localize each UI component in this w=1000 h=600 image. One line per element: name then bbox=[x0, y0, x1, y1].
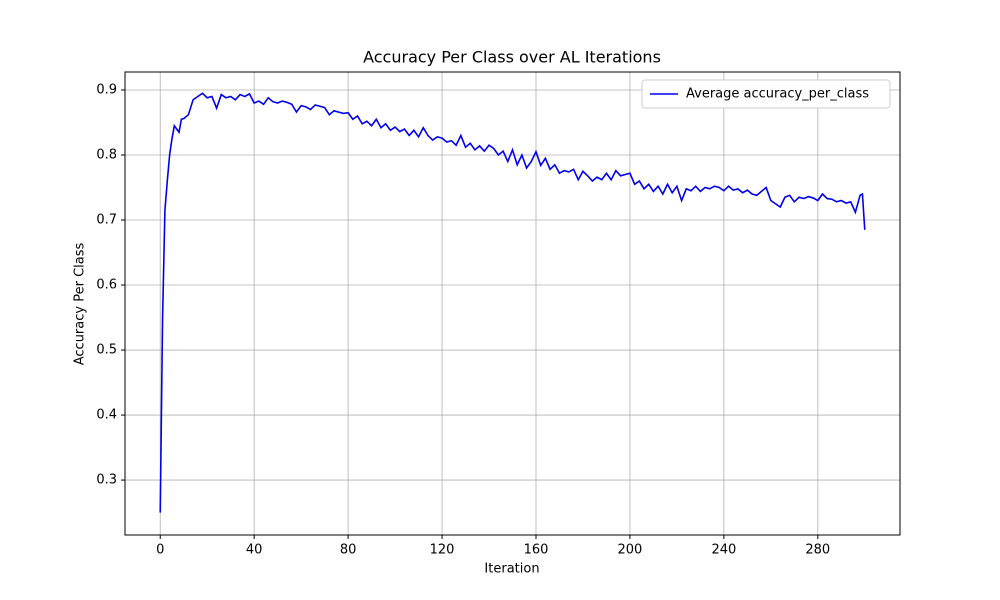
y-tick-label: 0.9 bbox=[96, 83, 117, 98]
legend-label: Average accuracy_per_class bbox=[686, 87, 869, 102]
x-tick-label: 120 bbox=[430, 543, 455, 558]
legend-box bbox=[641, 79, 891, 109]
chart-title: Accuracy Per Class over AL Iterations bbox=[363, 48, 661, 67]
x-tick-label: 240 bbox=[711, 543, 736, 558]
x-axis-label: Iteration bbox=[484, 562, 539, 577]
y-axis-label: Accuracy Per Class bbox=[73, 243, 88, 366]
y-tick-label: 0.6 bbox=[96, 278, 117, 293]
y-tick-label: 0.8 bbox=[96, 148, 117, 163]
x-tick-label: 200 bbox=[618, 543, 643, 558]
plot-frame bbox=[124, 71, 901, 536]
x-tick-label: 0 bbox=[156, 543, 164, 558]
x-tick-label: 40 bbox=[246, 543, 263, 558]
y-tick-label: 0.5 bbox=[96, 343, 117, 358]
x-tick-label: 80 bbox=[340, 543, 357, 558]
x-tick-label: 280 bbox=[805, 543, 830, 558]
x-tick-label: 160 bbox=[524, 543, 549, 558]
data-line bbox=[159, 92, 866, 513]
y-tick-label: 0.3 bbox=[96, 473, 117, 488]
y-tick-label: 0.7 bbox=[96, 213, 117, 228]
y-tick-label: 0.4 bbox=[96, 408, 117, 423]
